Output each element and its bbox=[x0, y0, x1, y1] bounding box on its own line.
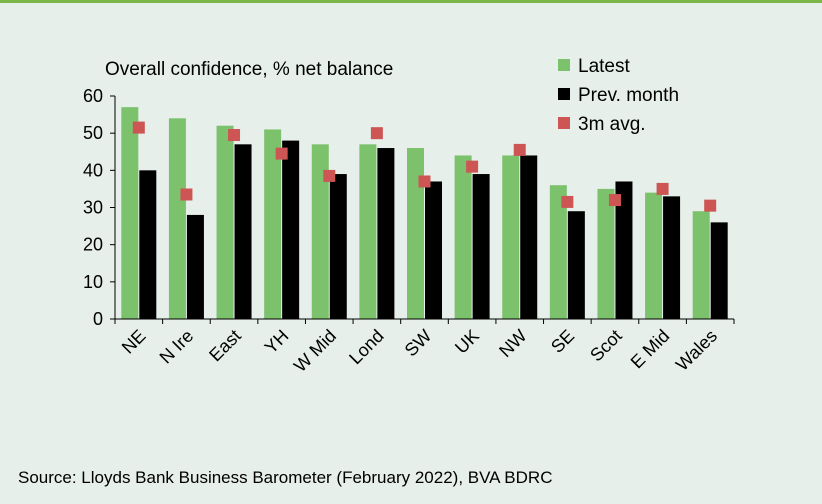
x-tick-label: W Mid bbox=[290, 326, 340, 376]
bar-latest-e-mid bbox=[645, 192, 663, 319]
bar-latest-se bbox=[549, 185, 567, 319]
marker-3m-avg-lond bbox=[370, 127, 383, 140]
x-tick-label: Scot bbox=[586, 326, 626, 366]
bar-latest-wales bbox=[692, 211, 710, 319]
bar-latest-ne bbox=[121, 107, 139, 320]
marker-3m-avg-yh bbox=[275, 147, 288, 160]
marker-3m-avg-e-mid bbox=[656, 182, 669, 195]
bar-prev-month-scot bbox=[615, 181, 633, 319]
marker-3m-avg-east bbox=[228, 129, 241, 142]
marker-3m-avg-uk bbox=[466, 160, 479, 173]
legend: Latest Prev. month 3m avg. bbox=[558, 56, 679, 135]
y-tick-label: 50 bbox=[83, 123, 103, 143]
bar-latest-lond bbox=[359, 144, 377, 319]
avg-markers-group bbox=[132, 121, 717, 212]
bar-prev-month-east bbox=[234, 144, 252, 319]
bar-prev-month-wales bbox=[710, 222, 728, 319]
bar-prev-month-lond bbox=[377, 148, 395, 319]
bar-prev-month-w-mid bbox=[329, 174, 347, 319]
x-tick-label: NW bbox=[495, 326, 530, 361]
x-tick-label: UK bbox=[451, 326, 483, 358]
legend-label-1: Latest bbox=[578, 56, 630, 77]
x-tick-label: E Mid bbox=[627, 326, 674, 373]
x-axis: NE N Ire East YHW Mid Lond SW UK NW SE Scot E MidW… bbox=[114, 318, 735, 376]
y-tick-label: 0 bbox=[93, 309, 103, 329]
legend-swatch-2 bbox=[558, 88, 570, 100]
marker-3m-avg-se bbox=[561, 195, 574, 208]
y-tick-label: 40 bbox=[83, 160, 103, 180]
x-tick-label: NE bbox=[118, 326, 150, 358]
legend-label-2: Prev. month bbox=[578, 85, 679, 106]
top-accent-rule bbox=[0, 0, 822, 3]
bar-latest-yh bbox=[264, 129, 282, 319]
marker-3m-avg-scot bbox=[608, 194, 621, 207]
source-note: Source: Lloyds Bank Business Barometer (… bbox=[18, 468, 553, 487]
bar-latest-scot bbox=[597, 188, 615, 319]
marker-3m-avg-sw bbox=[418, 175, 431, 188]
chart-title: Overall confidence, % net balance bbox=[105, 59, 393, 80]
x-tick-label: East bbox=[205, 326, 245, 366]
legend-label-3: 3m avg. bbox=[578, 114, 646, 135]
marker-3m-avg-nw bbox=[513, 143, 526, 156]
x-tick-label: SE bbox=[547, 326, 578, 357]
x-tick-label: Lond bbox=[345, 326, 387, 368]
bar-prev-month-nw bbox=[520, 155, 538, 319]
bar-prev-month-ne bbox=[139, 170, 157, 319]
x-tick-label: SW bbox=[401, 326, 436, 361]
bar-latest-nw bbox=[502, 155, 520, 319]
marker-3m-avg-n-ire bbox=[180, 188, 193, 201]
bar-prev-month-e-mid bbox=[663, 196, 681, 319]
bar-prev-month-uk bbox=[472, 174, 490, 319]
bar-prev-month-n-ire bbox=[186, 214, 204, 319]
bar-latest-w-mid bbox=[311, 144, 329, 319]
bar-latest-n-ire bbox=[168, 118, 186, 319]
x-tick-label: YH bbox=[261, 326, 293, 358]
y-tick-label: 20 bbox=[83, 235, 103, 255]
y-tick-label: 30 bbox=[83, 198, 103, 218]
marker-3m-avg-ne bbox=[132, 121, 145, 134]
legend-swatch-1 bbox=[558, 59, 570, 71]
bar-latest-east bbox=[216, 125, 234, 319]
bar-prev-month-yh bbox=[282, 140, 300, 319]
bars-group bbox=[121, 107, 728, 320]
marker-3m-avg-wales bbox=[704, 199, 717, 212]
y-axis: 0 10 20 30 40 50 60 bbox=[83, 86, 116, 329]
legend-swatch-3 bbox=[558, 117, 570, 129]
bar-prev-month-sw bbox=[425, 181, 442, 319]
bar-latest-sw bbox=[407, 148, 424, 319]
bar-prev-month-se bbox=[567, 211, 585, 319]
y-tick-label: 10 bbox=[83, 272, 103, 292]
y-tick-label: 60 bbox=[83, 86, 103, 106]
x-tick-label: Wales bbox=[672, 326, 721, 375]
marker-3m-avg-w-mid bbox=[323, 169, 336, 182]
bar-latest-uk bbox=[454, 155, 472, 319]
x-tick-label: N Ire bbox=[156, 326, 198, 368]
